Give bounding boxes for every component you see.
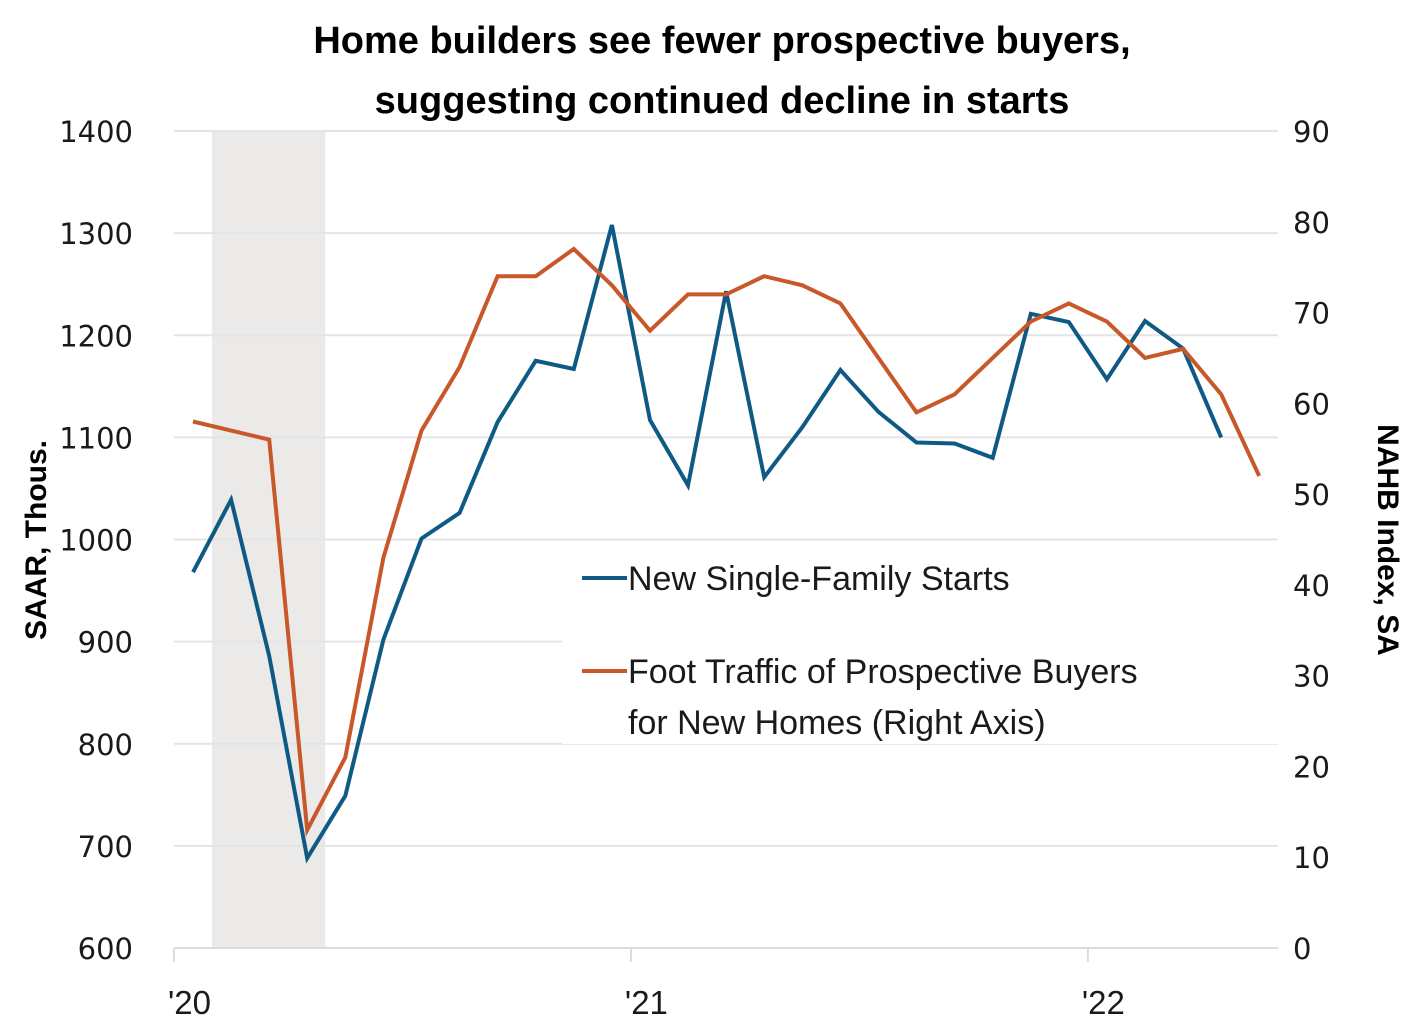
y-axis-right-label: NAHB Index, SA — [1371, 424, 1404, 656]
y-tick-left: 700 — [78, 830, 133, 864]
y-tick-right: 90 — [1293, 115, 1330, 149]
y-tick-left: 1100 — [59, 421, 133, 455]
y-tick-right: 50 — [1293, 478, 1330, 512]
y-tick-right: 60 — [1293, 387, 1330, 421]
y-tick-right: 30 — [1293, 660, 1330, 694]
gridlines — [174, 130, 1278, 949]
chart-title-line-2: suggesting continued decline in starts — [375, 80, 1070, 122]
y-tick-left: 600 — [78, 932, 133, 966]
y-tick-right: 10 — [1293, 841, 1330, 875]
y-tick-left: 1200 — [59, 319, 133, 353]
y-tick-right: 20 — [1293, 750, 1330, 784]
legend-background — [562, 548, 1278, 744]
y-tick-left: 1400 — [59, 115, 133, 149]
legend-label-foot-traffic: Foot Traffic of Prospective Buyers — [628, 653, 1138, 691]
y-axis-right: 0 10 20 30 40 50 60 70 80 90 — [1293, 115, 1330, 966]
y-axis-left-label: SAAR, Thous. — [20, 440, 53, 640]
y-tick-left: 1300 — [59, 217, 133, 251]
y-tick-right: 40 — [1293, 569, 1330, 603]
x-tick-label: '22 — [1082, 984, 1125, 1021]
y-axis-left: 600 700 800 900 1000 1100 1200 1300 1400 — [59, 115, 133, 966]
y-tick-right: 70 — [1293, 297, 1330, 331]
x-tick-label: '20 — [168, 984, 211, 1021]
legend: New Single-Family Starts Foot Traffic of… — [562, 548, 1278, 744]
x-axis: '20 '21 '22 — [168, 947, 1278, 1021]
y-tick-right: 80 — [1293, 206, 1330, 240]
series-lines — [191, 224, 1262, 864]
legend-label-foot-traffic-line2: for New Homes (Right Axis) — [628, 704, 1046, 742]
legend-label-starts: New Single-Family Starts — [628, 560, 1010, 598]
chart-title-line-1: Home builders see fewer prospective buye… — [313, 20, 1130, 62]
y-tick-left: 900 — [78, 626, 133, 660]
y-tick-left: 800 — [78, 728, 133, 762]
x-tick-label: '21 — [625, 984, 668, 1021]
y-tick-right: 0 — [1293, 932, 1311, 966]
y-tick-left: 1000 — [59, 524, 133, 558]
series-line-starts — [191, 224, 1224, 864]
